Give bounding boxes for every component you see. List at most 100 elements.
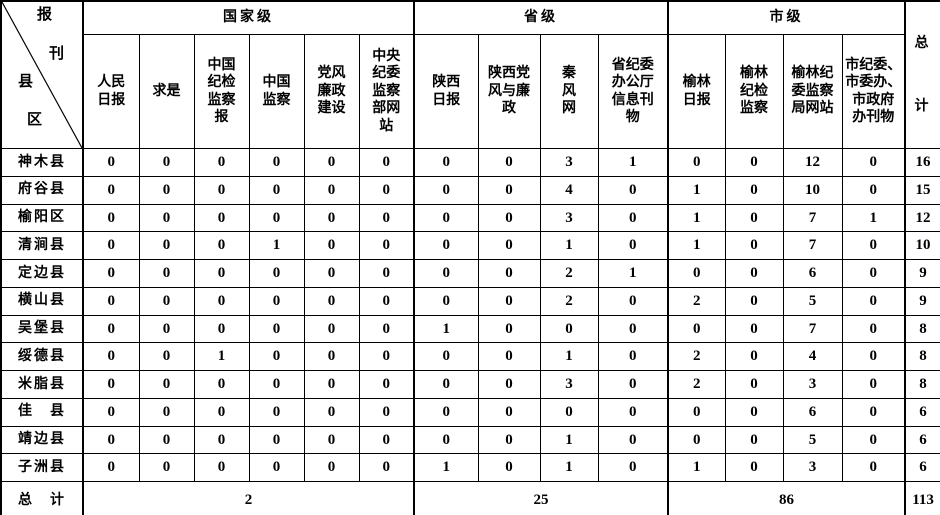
- row-total-cell: 9: [904, 286, 940, 316]
- data-cell: 0: [138, 203, 195, 233]
- data-cell: 0: [193, 231, 250, 260]
- data-cell: 0: [248, 314, 305, 344]
- data-cell: 1: [413, 453, 479, 482]
- table-row: 吴堡县 0 0 0 0 0 0 1 0 0 0 0 0 7 0 8: [0, 314, 940, 344]
- data-cell: 6: [782, 397, 843, 427]
- data-cell: 0: [248, 286, 305, 316]
- corner-char-kan: 刊: [49, 46, 65, 62]
- data-cell: 0: [248, 203, 305, 233]
- data-cell: 7: [782, 314, 843, 344]
- data-cell: 2: [539, 259, 599, 288]
- column-header-zhongguo-jijian-jiancha-bao: 中国 纪检 监察 报: [193, 34, 250, 149]
- data-cell: 5: [782, 425, 843, 455]
- data-cell: 0: [303, 231, 360, 260]
- total-row: 总 计 2 25 86 113: [0, 481, 940, 515]
- data-cell: 1: [539, 425, 599, 455]
- data-cell: 0: [138, 314, 195, 344]
- data-cell: 0: [358, 370, 415, 399]
- data-cell: 0: [138, 453, 195, 482]
- table-row: 米脂县 0 0 0 0 0 0 0 0 3 0 2 0 3 0 8: [0, 370, 940, 399]
- row-total-cell: 9: [904, 259, 940, 288]
- grand-total-cell: 113: [904, 481, 940, 515]
- group-header-national: 国家级: [81, 0, 415, 35]
- data-cell: 0: [477, 148, 541, 177]
- data-cell: 0: [413, 203, 479, 233]
- data-cell: 0: [724, 148, 784, 177]
- diagonal-line: [2, 2, 81, 148]
- data-cell: 0: [477, 370, 541, 399]
- data-cell: 0: [82, 370, 140, 399]
- data-cell: 4: [539, 175, 599, 205]
- data-cell: 0: [413, 175, 479, 205]
- table-row: 定边县 0 0 0 0 0 0 0 0 2 1 0 0 6 0 9: [0, 259, 940, 288]
- data-cell: 0: [138, 231, 195, 260]
- group-header-municipal: 市级: [667, 0, 906, 35]
- data-cell: 0: [667, 148, 726, 177]
- table-row: 神木县 0 0 0 0 0 0 0 0 3 1 0 0 12 0 16: [0, 148, 940, 177]
- row-total-cell: 10: [904, 231, 940, 260]
- corner-char-bao: 报: [37, 7, 53, 23]
- data-cell: 0: [358, 203, 415, 233]
- data-cell: 0: [597, 453, 669, 482]
- row-total-cell: 15: [904, 175, 940, 205]
- data-cell: 0: [358, 175, 415, 205]
- data-cell: 0: [303, 203, 360, 233]
- column-header-grand-total: 总 计: [904, 0, 940, 149]
- column-header-shengjiwei-kanwu: 省纪委 办公厅 信息刊 物: [597, 34, 669, 149]
- row-label: 子洲县: [0, 453, 84, 482]
- data-cell: 0: [248, 259, 305, 288]
- row-total-cell: 8: [904, 314, 940, 344]
- data-cell: 0: [597, 286, 669, 316]
- data-cell: 0: [477, 425, 541, 455]
- data-cell: 0: [667, 397, 726, 427]
- data-cell: 1: [597, 259, 669, 288]
- column-header-yulin-jijian-jiancha: 榆林 纪检 监察: [724, 34, 784, 149]
- data-cell: 3: [539, 370, 599, 399]
- data-cell: 0: [138, 259, 195, 288]
- row-label: 定边县: [0, 259, 84, 288]
- data-cell: 0: [413, 342, 479, 371]
- data-cell: 0: [841, 148, 906, 177]
- data-cell: 1: [193, 342, 250, 371]
- data-cell: 0: [303, 453, 360, 482]
- data-cell: 0: [539, 397, 599, 427]
- data-cell: 0: [82, 203, 140, 233]
- data-cell: 0: [413, 231, 479, 260]
- table-row: 榆阳区 0 0 0 0 0 0 0 0 3 0 1 0 7 1 12: [0, 203, 940, 233]
- row-label: 绥德县: [0, 342, 84, 371]
- data-cell: 0: [477, 231, 541, 260]
- data-cell: 0: [193, 259, 250, 288]
- data-cell: 10: [782, 175, 843, 205]
- data-cell: 0: [667, 314, 726, 344]
- data-cell: 0: [138, 175, 195, 205]
- data-cell: 3: [782, 453, 843, 482]
- group-header-row: 报 刊 县 区 国家级 省级 市级 总 计: [0, 0, 940, 149]
- data-cell: 0: [248, 342, 305, 371]
- data-cell: 0: [138, 397, 195, 427]
- data-cell: 3: [782, 370, 843, 399]
- data-cell: 0: [303, 259, 360, 288]
- data-cell: 0: [303, 370, 360, 399]
- data-cell: 0: [841, 175, 906, 205]
- data-cell: 0: [413, 259, 479, 288]
- data-cell: 5: [782, 286, 843, 316]
- data-cell: 0: [138, 370, 195, 399]
- data-cell: 0: [193, 148, 250, 177]
- data-cell: 0: [358, 314, 415, 344]
- data-cell: 1: [667, 203, 726, 233]
- column-header-qiushi: 求是: [138, 34, 195, 149]
- data-cell: 2: [667, 370, 726, 399]
- data-cell: 0: [82, 231, 140, 260]
- data-cell: 0: [358, 148, 415, 177]
- provincial-total-cell: 25: [413, 481, 669, 515]
- data-cell: 0: [597, 342, 669, 371]
- data-cell: 0: [358, 286, 415, 316]
- data-cell: 1: [539, 231, 599, 260]
- data-cell: 0: [358, 231, 415, 260]
- data-cell: 0: [138, 148, 195, 177]
- row-total-cell: 16: [904, 148, 940, 177]
- data-cell: 0: [724, 286, 784, 316]
- data-cell: 0: [138, 286, 195, 316]
- row-label: 米脂县: [0, 370, 84, 399]
